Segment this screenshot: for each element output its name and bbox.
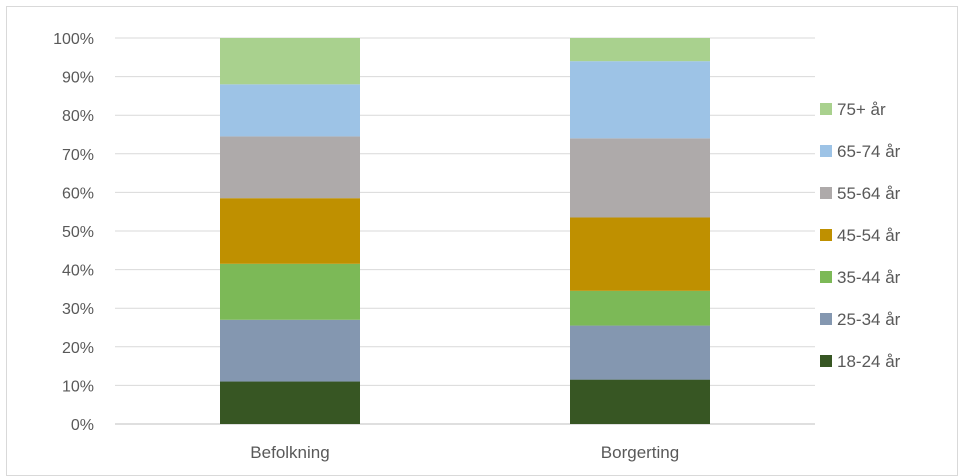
legend: 75+ år 65-74 år 55-64 år 45-54 år 35-44 år 25… bbox=[820, 100, 901, 371]
bar-segment bbox=[570, 38, 710, 62]
bar-segment bbox=[220, 38, 360, 85]
bar-segment bbox=[220, 263, 360, 320]
legend-label: 25-34 år bbox=[837, 310, 901, 329]
y-tick-label: 100% bbox=[53, 31, 94, 48]
bar-segment bbox=[570, 138, 710, 218]
legend-label: 45-54 år bbox=[837, 226, 901, 245]
y-tick-label: 70% bbox=[62, 147, 94, 164]
chart-frame bbox=[6, 6, 958, 476]
bar-segment bbox=[220, 198, 360, 264]
y-tick-label: 50% bbox=[62, 224, 94, 241]
legend-label: 65-74 år bbox=[837, 142, 901, 161]
bar-segment bbox=[220, 136, 360, 199]
legend-label: 75+ år bbox=[837, 100, 886, 119]
bar-segment bbox=[570, 379, 710, 424]
x-axis-category-labels: Befolkning Borgerting bbox=[250, 443, 679, 462]
y-axis-tick-labels: 0% 10% 20% 30% 40% 50% 60% 70% 80% 90% 100% bbox=[53, 31, 94, 434]
legend-swatch bbox=[820, 271, 832, 283]
y-tick-label: 40% bbox=[62, 263, 94, 280]
bar-segment bbox=[570, 290, 710, 326]
bar-segment bbox=[570, 217, 710, 291]
y-tick-label: 0% bbox=[71, 417, 94, 434]
y-tick-label: 60% bbox=[62, 185, 94, 202]
bar-segment bbox=[570, 61, 710, 139]
legend-swatch bbox=[820, 187, 832, 199]
x-category-label: Befolkning bbox=[250, 443, 329, 462]
y-tick-label: 20% bbox=[62, 340, 94, 357]
y-tick-label: 80% bbox=[62, 108, 94, 125]
legend-swatch bbox=[820, 355, 832, 367]
legend-swatch bbox=[820, 229, 832, 241]
y-tick-label: 90% bbox=[62, 70, 94, 87]
legend-swatch bbox=[820, 145, 832, 157]
legend-label: 55-64 år bbox=[837, 184, 901, 203]
bar-segment bbox=[220, 84, 360, 137]
bars bbox=[220, 38, 710, 424]
legend-label: 35-44 år bbox=[837, 268, 901, 287]
stacked-bar-chart: 0% 10% 20% 30% 40% 50% 60% 70% 80% 90% 100% Befolk… bbox=[53, 31, 901, 462]
bar-segment bbox=[220, 381, 360, 424]
legend-label: 18-24 år bbox=[837, 352, 901, 371]
y-tick-label: 30% bbox=[62, 301, 94, 318]
legend-swatch bbox=[820, 103, 832, 115]
y-tick-label: 10% bbox=[62, 378, 94, 395]
legend-swatch bbox=[820, 313, 832, 325]
bar-segment bbox=[570, 325, 710, 380]
x-category-label: Borgerting bbox=[601, 443, 679, 462]
bar-segment bbox=[220, 319, 360, 382]
